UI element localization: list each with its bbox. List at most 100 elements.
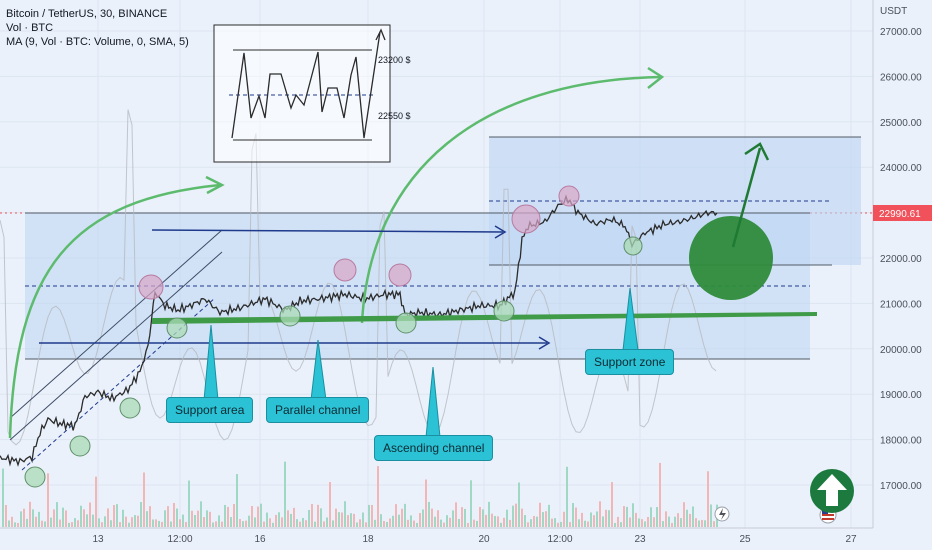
volume-bar [650,507,652,527]
price-tick-label: 21000.00 [880,299,922,310]
volume-bar [239,519,241,527]
volume-bar [662,521,664,527]
volume-bar [278,512,280,527]
volume-bar [215,521,217,527]
volume-bar [8,520,10,527]
volume-bar [53,509,55,527]
volume-bar [182,514,184,527]
inset-upper-label: 23200 $ [378,55,411,65]
volume-bar [245,520,247,527]
volume-bar [644,521,646,527]
volume-bar [272,522,274,527]
volume-bar [65,510,67,527]
volume-bar [362,512,364,527]
volume-bar [212,522,214,527]
volume-bar [467,522,469,527]
volume-bar [593,515,595,527]
volume-bar [668,516,670,527]
time-tick-label: 27 [845,534,857,545]
volume-bar [371,504,373,527]
volume-bar [134,515,136,527]
volume-bar [704,520,706,527]
volume-bar [137,515,139,527]
volume-bar [551,518,553,527]
volume-bar [599,501,601,527]
volume-bar [392,515,394,527]
volume-bar [569,522,571,527]
callout-parallel-channel: Parallel channel [266,397,370,423]
volume-bar [398,514,400,527]
volume-bar [341,512,343,527]
volume-bar [533,515,535,527]
volume-bar [257,506,259,527]
volume-bar [167,506,169,527]
volume-bar [161,521,163,527]
time-tick-label: 12:00 [167,534,192,545]
target-circle [689,216,773,300]
volume-bar [443,522,445,527]
green-curve-arrow-left [8,183,221,439]
volume-bar [71,522,73,527]
volume-bar [203,517,205,527]
volume-bar [395,504,397,527]
volume-bar [281,517,283,527]
lightning-icon[interactable] [714,506,730,522]
volume-bar [401,508,403,527]
volume-bar [149,506,151,527]
volume-bar [482,509,484,527]
volume-bar [449,517,451,527]
volume-bar [122,509,124,527]
volume-bar [575,507,577,527]
volume-bar [299,521,301,527]
volume-bar [503,517,505,527]
time-tick-label: 23 [634,534,646,545]
zones-layer [25,136,861,360]
navy-arrow-upper [151,229,504,233]
volume-bar [452,510,454,527]
volume-bar [170,521,172,527]
green-curve-arrow-right [360,75,663,324]
volume-bar [389,518,391,527]
volume-bar [542,512,544,527]
volume-bar [92,514,94,527]
volume-bar [308,509,310,527]
volume-bar [638,518,640,527]
volume-bar [20,511,22,527]
volume-bar [338,512,340,527]
volume-bar [461,507,463,527]
volume-bar [242,521,244,527]
volume-bar [674,516,676,527]
volume-bar [11,516,13,527]
volume-bar [488,501,490,527]
callout-support-zone: Support zone [585,349,675,375]
volume-bar [620,522,622,527]
volume-bar [539,502,541,527]
volume-bar [287,510,289,527]
volume-bar [491,513,493,527]
volume-bar [329,482,331,527]
volume-bar [98,518,100,527]
volume-bar [527,522,529,527]
price-line [0,194,718,467]
volume-bar [263,521,265,527]
volume-bar [218,515,220,527]
volume-bar [581,512,583,527]
volume-bar [683,502,685,527]
volume-bar [656,507,658,527]
inset-box: 23200 $ 22550 $ [213,24,411,163]
time-axis[interactable]: 13 12:00 16 18 20 12:00 23 25 27 [0,527,873,545]
volume-bar [206,510,208,527]
volume-bar [479,507,481,527]
price-axis[interactable]: USDT 27000.0026000.0025000.0024000.00230… [872,0,932,528]
up-arrow-icon[interactable] [810,469,854,513]
volume-bar [251,506,253,527]
callout-pointers [203,287,639,438]
volume-bar [5,504,7,527]
symbol-title: Bitcoin / TetherUS, 30, BINANCE [6,8,168,20]
volume-bar [164,510,166,527]
volume-bar [293,507,295,527]
volume-bar [209,511,211,527]
volume-bar [110,520,112,527]
volume-bar [629,517,631,527]
